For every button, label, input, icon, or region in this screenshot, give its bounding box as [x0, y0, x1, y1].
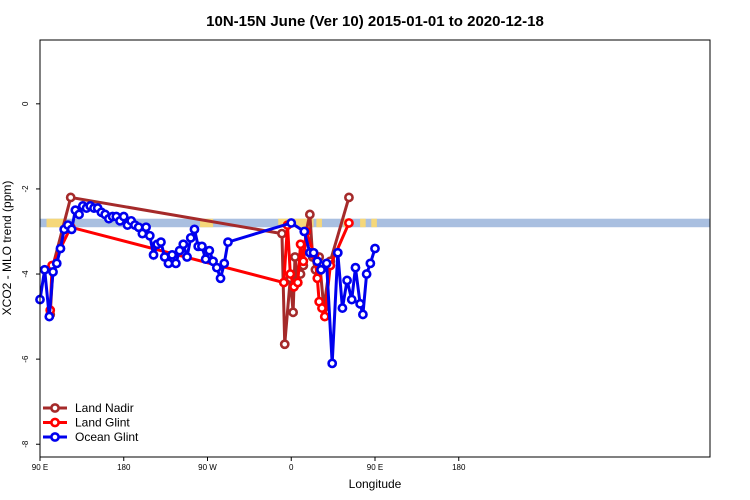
y-axis-label: XCO2 - MLO trend (ppm) — [0, 181, 14, 316]
data-point-land-nadir — [277, 228, 287, 239]
data-point-ocean-glint — [144, 230, 155, 241]
land-band-segment — [371, 218, 377, 228]
data-point-ocean-glint — [118, 211, 129, 222]
data-point-land-glint — [292, 277, 303, 288]
axis-ticks: 90 E 180 90 W 0 90 E 180 0 -2 -4 -6 -8 — [21, 101, 466, 472]
data-point-ocean-glint — [204, 245, 215, 256]
data-point-ocean-glint — [355, 298, 366, 309]
data-point-ocean-glint — [223, 237, 233, 248]
data-point-ocean-glint — [182, 252, 192, 262]
land-band-segment — [360, 218, 366, 228]
x-tick-label: 0 — [289, 463, 294, 472]
data-point-ocean-glint — [148, 249, 159, 260]
data-point-ocean-glint — [358, 309, 368, 320]
data-point-land-nadir — [304, 209, 315, 220]
series-line-ocean-glint — [38, 203, 377, 364]
data-point-ocean-glint — [321, 258, 332, 269]
data-point-ocean-glint — [316, 264, 326, 275]
data-point-ocean-glint — [189, 224, 200, 235]
y-tick-label: 0 — [21, 101, 30, 106]
data-point-ocean-glint — [286, 218, 297, 228]
data-point-ocean-glint — [66, 224, 77, 235]
series-ocean-glint — [35, 201, 380, 369]
data-point-land-glint — [295, 239, 306, 250]
data-point-ocean-glint — [327, 358, 338, 369]
data-point-ocean-glint — [215, 273, 226, 284]
legend-item-land-glint: Land Glint — [43, 416, 130, 430]
data-point-ocean-glint — [44, 311, 55, 322]
data-point-ocean-glint — [308, 247, 319, 258]
data-point-ocean-glint — [141, 222, 151, 233]
data-point-ocean-glint — [197, 241, 207, 252]
series-layer — [35, 192, 380, 369]
data-point-ocean-glint — [163, 258, 174, 269]
y-tick-label: -4 — [21, 270, 30, 278]
data-point-ocean-glint — [156, 237, 166, 248]
legend-marker — [50, 417, 60, 428]
data-point-ocean-glint — [337, 303, 348, 313]
data-point-ocean-glint — [200, 254, 211, 265]
legend-marker — [50, 403, 60, 413]
data-point-ocean-glint — [48, 267, 58, 277]
legend-item-ocean-glint: Ocean Glint — [43, 430, 139, 444]
data-point-ocean-glint — [346, 294, 357, 305]
data-point-ocean-glint — [167, 249, 178, 260]
series-land-nadir — [45, 192, 354, 350]
data-point-ocean-glint — [342, 275, 352, 286]
data-point-ocean-glint — [39, 264, 50, 275]
data-point-ocean-glint — [370, 243, 380, 254]
data-point-ocean-glint — [361, 269, 372, 279]
x-tick-label: 180 — [452, 463, 466, 472]
data-point-land-nadir — [290, 252, 300, 262]
data-point-land-glint — [285, 269, 296, 279]
legend-label-ocean-glint: Ocean Glint — [75, 430, 139, 444]
data-point-ocean-glint — [185, 232, 196, 243]
data-point-ocean-glint — [365, 258, 376, 269]
land-band-segment — [316, 218, 322, 228]
x-tick-label: 180 — [117, 463, 131, 472]
x-tick-label: 90 E — [32, 463, 48, 472]
data-point-ocean-glint — [332, 247, 343, 258]
data-point-ocean-glint — [299, 226, 310, 237]
data-point-land-nadir — [344, 192, 354, 203]
chart-title: 10N-15N June (Ver 10) 2015-01-01 to 2020… — [206, 13, 544, 30]
data-point-land-glint — [298, 256, 309, 267]
plot-frame — [39, 39, 711, 458]
data-point-ocean-glint — [55, 243, 66, 254]
x-tick-label: 90 E — [367, 463, 383, 472]
x-axis-label: Longitude — [349, 477, 402, 491]
data-point-land-glint — [278, 277, 289, 288]
data-point-ocean-glint — [74, 209, 84, 220]
y-tick-label: -8 — [21, 440, 30, 448]
data-point-ocean-glint — [219, 258, 230, 269]
legend-label-land-nadir: Land Nadir — [75, 401, 134, 415]
data-point-land-glint — [319, 311, 330, 322]
land-band-segment — [46, 218, 66, 228]
data-point-ocean-glint — [211, 262, 222, 273]
data-point-land-glint — [312, 273, 323, 284]
data-point-land-nadir — [288, 307, 299, 318]
data-point-ocean-glint — [350, 262, 361, 273]
data-point-land-nadir — [279, 339, 290, 350]
y-tick-label: -6 — [21, 355, 30, 363]
x-tick-label: 90 W — [198, 463, 217, 472]
data-point-ocean-glint — [312, 256, 323, 267]
land-band-segment — [200, 218, 214, 228]
legend-item-land-nadir: Land Nadir — [43, 401, 134, 415]
data-point-land-glint — [344, 218, 354, 228]
data-point-land-nadir — [65, 192, 76, 203]
y-tick-label: -2 — [21, 185, 30, 193]
legend-label-land-glint: Land Glint — [75, 416, 130, 430]
data-point-ocean-glint — [170, 258, 181, 269]
data-point-land-glint — [317, 303, 327, 313]
legend-marker — [50, 432, 60, 442]
data-point-ocean-glint — [178, 239, 189, 250]
data-point-ocean-glint — [51, 258, 62, 269]
